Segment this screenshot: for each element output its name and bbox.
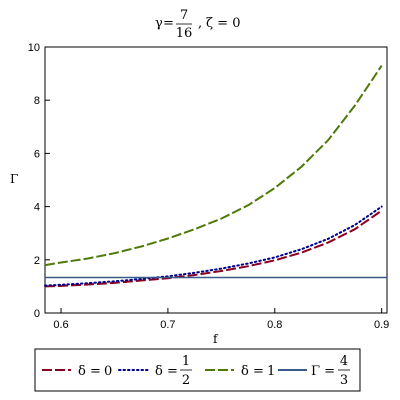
legend-label-delta-half-numerator: 1 bbox=[182, 354, 190, 369]
legend-label-gamma-const-prefix: Γ = bbox=[311, 364, 335, 379]
legend-label-delta0-prefix: δ = bbox=[78, 364, 101, 379]
y-tick-label: 4 bbox=[34, 202, 40, 214]
y-axis-label: Γ bbox=[10, 172, 18, 186]
x-tick-label: 0.6 bbox=[53, 319, 68, 331]
axis-ticks: 0.6 0.7 0.8 0.9 0 2 4 6 8 10 bbox=[28, 42, 390, 331]
y-tick-label: 10 bbox=[28, 42, 40, 54]
legend-label-delta-half-denominator: 2 bbox=[182, 373, 190, 388]
legend-label-gamma-const-denominator: 3 bbox=[340, 373, 348, 388]
y-tick-label: 8 bbox=[34, 95, 40, 107]
legend: δ = 0 δ = 1 2 δ = 1 Γ = 4 3 bbox=[34, 348, 361, 392]
legend-item-gamma-const: Γ = 4 3 bbox=[278, 354, 350, 388]
x-tick-label: 0.7 bbox=[160, 319, 175, 331]
legend-item-delta-half: δ = 1 2 bbox=[118, 354, 192, 388]
legend-item-delta0: δ = 0 bbox=[42, 364, 112, 379]
title-gamma-symbol: γ bbox=[155, 16, 163, 31]
legend-label-gamma-const-numerator: 4 bbox=[340, 354, 348, 369]
title-gamma-equals: = bbox=[163, 16, 174, 31]
title-zeta: ζ = 0 bbox=[206, 16, 240, 31]
series-line-delta_half bbox=[44, 205, 383, 287]
legend-label-delta-half-prefix: δ = bbox=[155, 364, 178, 379]
series-line-delta1 bbox=[44, 65, 383, 267]
chart-title: γ = 7 16 , ζ = 0 bbox=[155, 8, 240, 41]
legend-label-delta1-value: 1 bbox=[267, 364, 275, 379]
x-tick-label: 0.8 bbox=[267, 319, 282, 331]
legend-label-delta1-prefix: δ = bbox=[241, 364, 264, 379]
series-layer bbox=[44, 65, 387, 288]
y-tick-label: 2 bbox=[34, 255, 40, 267]
x-tick-label: 0.9 bbox=[374, 319, 389, 331]
legend-label-delta0-value: 0 bbox=[104, 364, 112, 379]
title-gamma-denominator: 16 bbox=[176, 26, 193, 41]
y-tick-label: 0 bbox=[34, 308, 40, 320]
x-axis-label: f bbox=[213, 332, 219, 346]
legend-item-delta1: δ = 1 bbox=[205, 364, 275, 379]
title-separator: , bbox=[198, 16, 202, 31]
y-tick-label: 6 bbox=[34, 148, 40, 160]
plot-frame bbox=[44, 46, 388, 314]
series-line-delta0 bbox=[44, 209, 383, 288]
title-gamma-numerator: 7 bbox=[180, 8, 188, 23]
